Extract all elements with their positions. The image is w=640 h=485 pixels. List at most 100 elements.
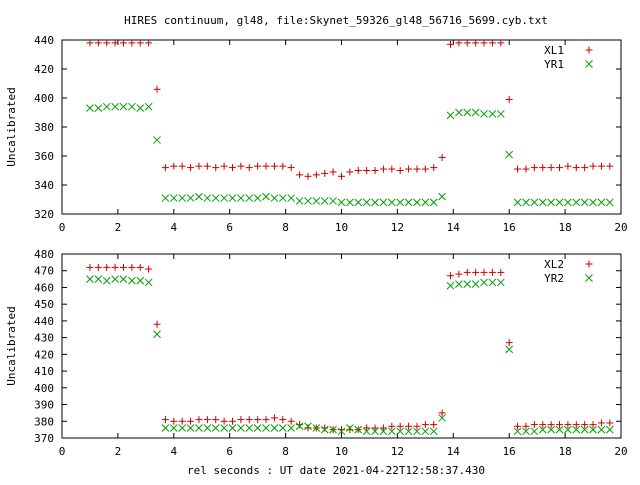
data-point: [589, 425, 597, 434]
y-tick-label: 420: [34, 63, 54, 76]
data-point: [203, 194, 212, 202]
y-tick-label: 450: [34, 298, 54, 311]
data-point: [136, 104, 145, 113]
data-point: [421, 198, 430, 207]
data-point: [580, 198, 589, 207]
y-tick-label: 400: [34, 382, 54, 395]
data-point: [245, 424, 254, 432]
y-tick-label: 410: [34, 365, 54, 378]
data-point: [564, 425, 572, 434]
x-tick-label: 0: [59, 221, 66, 234]
x-tick-label: 20: [614, 221, 627, 234]
y-tick-label: 420: [34, 348, 54, 361]
y-tick-label: 380: [34, 121, 54, 134]
data-point: [337, 198, 346, 207]
data-point: [589, 421, 597, 429]
data-point: [187, 417, 195, 425]
data-point: [471, 108, 480, 117]
data-point: [321, 169, 329, 177]
data-point: [405, 422, 413, 430]
series-YR1: [86, 102, 614, 207]
data-point: [488, 39, 496, 47]
data-point: [404, 427, 413, 436]
data-point: [564, 421, 572, 429]
data-point: [195, 192, 203, 201]
data-point: [338, 426, 345, 434]
data-point: [304, 424, 312, 432]
data-point: [589, 162, 597, 170]
data-point: [262, 192, 270, 201]
data-point: [497, 268, 505, 276]
x-tick-label: 16: [503, 221, 516, 234]
data-point: [119, 39, 127, 47]
data-point: [212, 164, 220, 172]
y-tick-label: 320: [34, 208, 54, 221]
data-point: [597, 198, 606, 207]
data-point: [136, 276, 145, 285]
x-tick-label: 18: [558, 221, 571, 234]
data-point: [119, 102, 128, 111]
bottom-panel: 0 2 4 6 8 10 12 14 16 18 20 370 380 390 400 410 420 430 44…: [5, 248, 628, 458]
y-tick-label: 430: [34, 332, 54, 345]
data-point: [446, 281, 455, 290]
legend-label: XL2: [544, 258, 564, 271]
data-point: [170, 162, 178, 170]
data-point: [128, 263, 136, 271]
data-point: [161, 424, 170, 432]
data-point: [488, 268, 496, 276]
data-point: [128, 276, 136, 285]
data-point: [237, 194, 245, 202]
data-point: [556, 421, 564, 429]
data-point: [94, 39, 102, 47]
data-point: [522, 165, 530, 173]
y-tick-label: 400: [34, 92, 54, 105]
data-point: [86, 275, 94, 283]
data-point: [186, 194, 195, 202]
data-point: [581, 164, 589, 172]
data-point: [220, 194, 228, 202]
data-point: [253, 424, 262, 432]
x-tick-label: 12: [391, 445, 404, 458]
data-point: [396, 167, 404, 174]
data-point: [145, 39, 153, 47]
data-point: [329, 197, 337, 205]
data-point: [245, 416, 253, 424]
data-point: [605, 425, 614, 434]
x-tick-label: 10: [335, 221, 348, 234]
data-point: [547, 164, 555, 172]
data-point: [538, 425, 547, 434]
data-point: [254, 162, 262, 170]
data-point: [287, 417, 295, 425]
data-point: [379, 424, 387, 432]
y-axis-label: Uncalibrated: [5, 87, 18, 166]
x-tick-label: 2: [115, 445, 122, 458]
data-point: [228, 417, 236, 425]
x-tick-label: 18: [558, 445, 571, 458]
data-point: [547, 421, 555, 429]
data-point: [564, 198, 572, 207]
x-tick-label: 14: [447, 221, 461, 234]
data-point: [505, 150, 514, 159]
legend-label: YR1: [544, 58, 564, 71]
data-point: [86, 39, 94, 47]
data-point: [321, 424, 329, 432]
data-point: [169, 194, 178, 202]
data-point: [262, 416, 270, 424]
data-point: [195, 424, 203, 432]
data-point: [86, 263, 94, 271]
data-point: [94, 275, 103, 283]
data-point: [421, 421, 429, 429]
data-point: [153, 136, 161, 144]
data-point: [371, 424, 379, 432]
data-point: [245, 194, 254, 202]
y-tick-label: 340: [34, 179, 54, 192]
data-point: [278, 424, 287, 432]
data-point: [211, 424, 220, 432]
data-point: [605, 198, 614, 207]
data-point: [94, 104, 103, 113]
data-point: [572, 198, 581, 207]
data-point: [371, 167, 379, 174]
data-point: [270, 162, 278, 170]
data-point: [296, 171, 304, 179]
